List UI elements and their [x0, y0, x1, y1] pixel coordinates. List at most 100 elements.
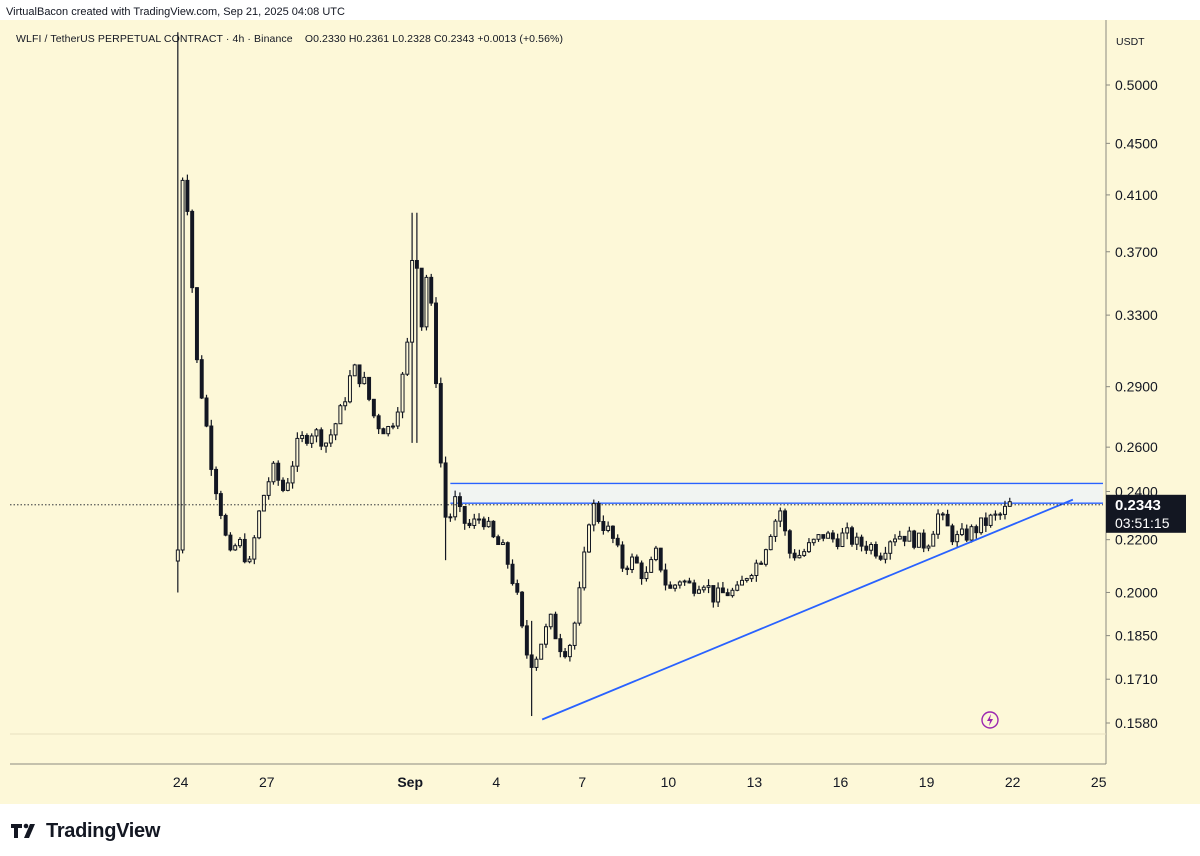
candle-body [410, 259, 415, 343]
candle-body [773, 520, 778, 537]
candle-body [582, 551, 587, 589]
candle-body [443, 462, 448, 518]
candle-body [701, 586, 706, 591]
candle-body [376, 415, 381, 430]
candle-body [677, 581, 682, 586]
candle [950, 523, 955, 546]
candle [400, 371, 405, 419]
candle [821, 534, 826, 542]
legend-symbol[interactable]: WLFI / TetherUS PERPETUAL CONTRACT [16, 33, 223, 45]
candle-body [979, 517, 984, 534]
candle [830, 530, 835, 543]
candle-body [333, 423, 338, 436]
candle [582, 546, 587, 591]
candle-body [539, 643, 544, 660]
candle-body [228, 534, 233, 551]
candle-body [620, 544, 625, 569]
price-tick-label: 0.5000 [1115, 77, 1158, 93]
candle [658, 547, 663, 573]
candle-body [692, 582, 697, 594]
candle-body [1003, 505, 1007, 515]
candle-body [735, 584, 740, 591]
candle-body [950, 525, 955, 543]
symbol-legend: WLFI / TetherUS PERPETUAL CONTRACT · 4h … [16, 33, 564, 45]
candle-body [567, 644, 572, 658]
candle-body [873, 544, 878, 557]
candle [567, 643, 572, 662]
candle [271, 461, 276, 485]
candle-body [663, 569, 668, 586]
candle [615, 534, 620, 548]
tradingview-brand[interactable]: TradingView [46, 819, 161, 842]
price-tick-label: 0.3300 [1115, 307, 1158, 323]
candle [438, 377, 443, 468]
price-tick-label: 0.2900 [1115, 379, 1158, 395]
candle [467, 519, 472, 529]
candle [692, 579, 697, 597]
candle [419, 267, 424, 331]
current-price-text: 0.2343 [1115, 497, 1161, 514]
candle [639, 560, 644, 585]
candle-body [821, 534, 826, 539]
candle [926, 544, 931, 552]
candle-body [434, 302, 438, 385]
candle [740, 575, 744, 586]
candle-body [223, 514, 228, 536]
candle-body [237, 538, 242, 547]
candle-body [682, 580, 687, 583]
candle [453, 490, 458, 521]
candle [716, 582, 721, 607]
candle [410, 212, 415, 443]
candle-body [902, 535, 907, 542]
chart-attribution: VirtualBacon created with TradingView.co… [6, 6, 345, 18]
candle-body [390, 425, 395, 428]
lightning-icon[interactable] [981, 711, 999, 729]
legend-close: C0.2343 [433, 33, 475, 45]
candle [204, 394, 209, 428]
candle-body [347, 375, 352, 403]
candle [816, 534, 821, 542]
candle-body [720, 587, 725, 594]
candle-body [304, 434, 309, 444]
candle [634, 554, 639, 564]
candle-body [606, 525, 611, 532]
candle [381, 427, 386, 435]
candle-body [371, 398, 376, 417]
candle-body [429, 276, 434, 304]
candle [850, 525, 854, 547]
candle [897, 530, 902, 540]
axes-layer [10, 20, 1107, 765]
legend-timeframe[interactable]: 4h [232, 33, 245, 45]
candle-body [768, 535, 773, 551]
candle [500, 539, 505, 546]
candle [491, 520, 496, 539]
candle-body [630, 556, 635, 571]
candle [304, 433, 309, 446]
candle-body [261, 494, 266, 512]
candle-body [964, 528, 969, 541]
candle-body [577, 587, 582, 624]
candle [233, 543, 238, 551]
candle [974, 524, 979, 539]
candle-body [319, 429, 324, 447]
candle [993, 510, 998, 521]
candle [931, 530, 936, 547]
candle [902, 535, 907, 547]
lightning-icon-bolt [987, 714, 993, 726]
candle-body [916, 532, 921, 548]
candle-body [295, 437, 300, 467]
candle [859, 534, 864, 552]
candle [663, 563, 668, 591]
candle [281, 477, 285, 493]
candle [701, 585, 706, 593]
candle [587, 523, 591, 553]
candle-body [362, 376, 367, 385]
candle-body [998, 513, 1003, 516]
candle-body [859, 536, 864, 547]
candle [190, 209, 195, 293]
candle-body [175, 549, 180, 562]
price-tick-label: 0.3700 [1115, 244, 1158, 260]
candle [577, 581, 582, 626]
candle-body [367, 376, 372, 400]
